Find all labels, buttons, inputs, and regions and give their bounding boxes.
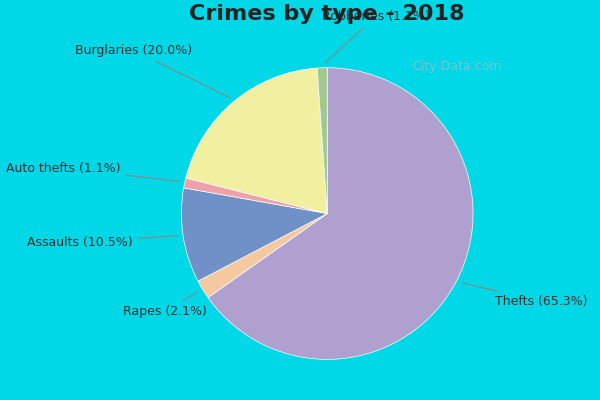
Text: Rapes (2.1%): Rapes (2.1%)	[123, 292, 207, 318]
Wedge shape	[181, 188, 327, 281]
Wedge shape	[184, 178, 327, 214]
Text: Robberies (1.1%): Robberies (1.1%)	[322, 10, 430, 63]
Title: Crimes by type - 2018: Crimes by type - 2018	[190, 4, 465, 24]
Text: Assaults (10.5%): Assaults (10.5%)	[27, 236, 178, 249]
Text: Burglaries (20.0%): Burglaries (20.0%)	[76, 44, 230, 98]
Wedge shape	[317, 68, 327, 214]
Text: Auto thefts (1.1%): Auto thefts (1.1%)	[6, 162, 179, 181]
Text: Thefts (65.3%): Thefts (65.3%)	[462, 283, 588, 308]
Text: City-Data.com: City-Data.com	[413, 60, 502, 74]
Wedge shape	[198, 214, 327, 298]
Wedge shape	[208, 68, 473, 359]
Wedge shape	[186, 68, 327, 214]
